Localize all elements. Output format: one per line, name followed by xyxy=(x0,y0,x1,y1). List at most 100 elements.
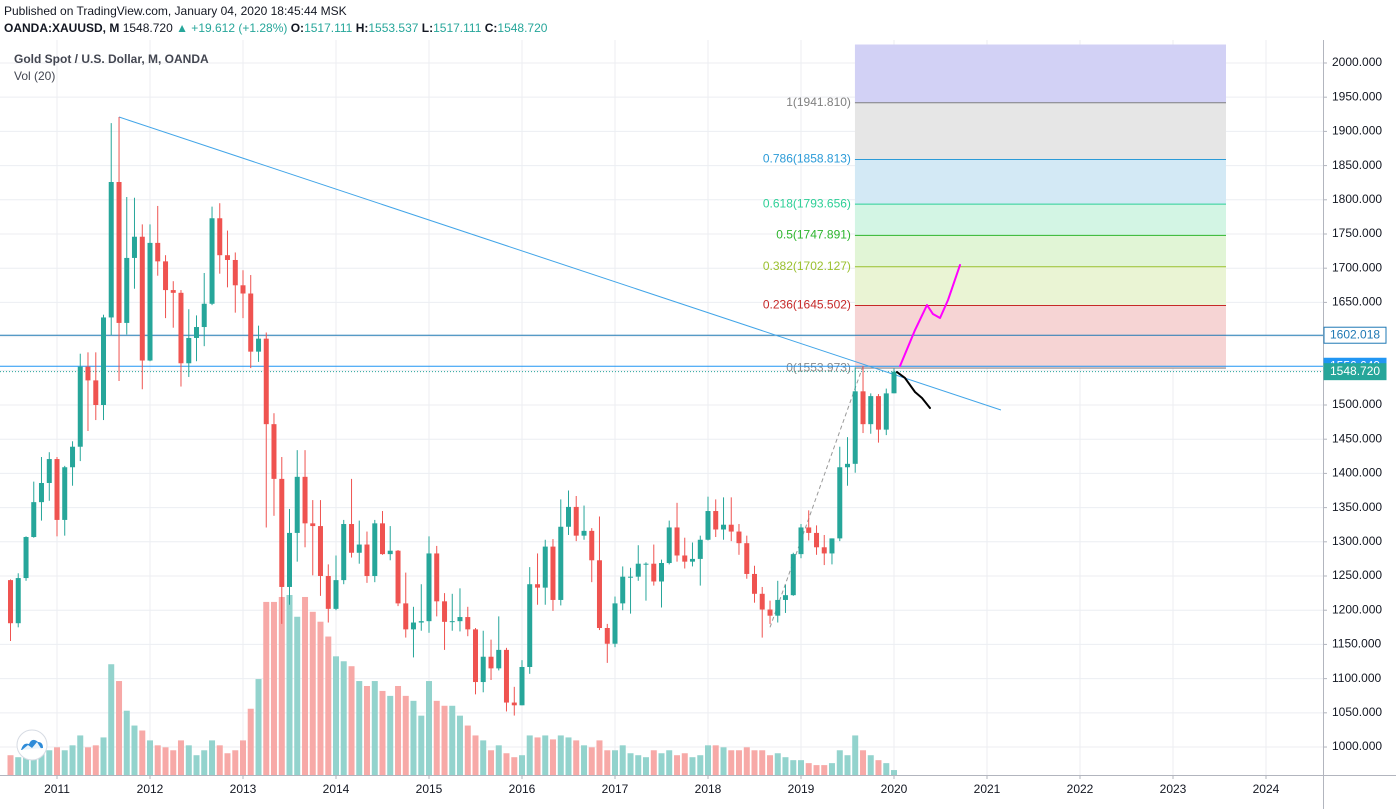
volume-bar xyxy=(844,755,851,775)
volume-bar xyxy=(263,601,270,775)
volume-bar xyxy=(7,755,14,775)
y-tick-label: 1650.000 xyxy=(1332,295,1382,309)
volume-bar xyxy=(596,740,603,775)
volume-bar xyxy=(635,755,642,775)
candle-body xyxy=(349,524,355,553)
volume-bar xyxy=(495,745,502,775)
volume-bar xyxy=(270,601,277,775)
candle-body xyxy=(837,467,843,539)
x-tick-label: 2011 xyxy=(44,782,70,796)
volume-bar xyxy=(302,596,309,775)
volume-bar xyxy=(805,763,812,775)
volume-bar xyxy=(54,747,61,775)
candles xyxy=(8,117,897,716)
fib-label: 0(1553.973) xyxy=(786,360,851,374)
volume-bar xyxy=(333,656,340,775)
fib-label: 0.382(1702.127) xyxy=(763,259,851,273)
y-tick-label: 1150.000 xyxy=(1332,637,1381,651)
volume-bar xyxy=(488,750,495,775)
candle-body xyxy=(465,617,471,630)
candle-body xyxy=(403,603,409,630)
l-value: 1517.111 xyxy=(433,21,482,35)
volume-bar xyxy=(147,740,154,775)
fib-label: 1(1941.810) xyxy=(786,95,851,109)
volume-bar xyxy=(797,760,804,775)
candle-body xyxy=(426,553,432,622)
volume-bar xyxy=(588,747,595,775)
volume-bar xyxy=(860,750,867,775)
volume-bar xyxy=(255,679,262,775)
volume-bar xyxy=(139,730,146,775)
volume-bar xyxy=(154,745,161,775)
volume-bar xyxy=(464,725,471,775)
volume-bar xyxy=(735,750,742,775)
brush-drawing xyxy=(899,263,962,368)
c-label: C: xyxy=(484,21,498,35)
fib-zone xyxy=(854,305,1227,369)
volume-bar xyxy=(185,745,192,775)
y-tick-label: 1750.000 xyxy=(1332,226,1382,240)
volume-bar xyxy=(658,753,665,775)
candle-body xyxy=(829,538,835,554)
candle-body xyxy=(666,527,672,564)
y-tick-label: 1000.000 xyxy=(1332,739,1382,753)
volume-bar xyxy=(23,753,30,775)
fib-label: 0.5(1747.891) xyxy=(776,228,851,242)
volume-bar xyxy=(363,685,370,775)
candle-body xyxy=(550,546,556,600)
candle-body xyxy=(139,236,145,361)
candle-body xyxy=(496,649,502,669)
volume-bar xyxy=(309,611,316,775)
x-tick-label: 2015 xyxy=(416,782,443,796)
drawings xyxy=(895,263,962,410)
candle-body xyxy=(620,576,626,604)
candle-body xyxy=(131,236,137,258)
volume-bar xyxy=(240,740,247,775)
o-value: 1517.111 xyxy=(304,21,353,35)
candle-body xyxy=(77,366,83,447)
candle-body xyxy=(232,259,238,286)
candle-body xyxy=(759,593,765,610)
volume-bar xyxy=(278,596,285,775)
y-tick-label: 1100.000 xyxy=(1332,671,1381,685)
volume-bar xyxy=(650,750,657,775)
candle-body xyxy=(643,563,649,565)
candle-body xyxy=(751,573,757,594)
candle-body xyxy=(31,502,37,538)
candle-body xyxy=(155,242,161,262)
candle-body xyxy=(697,539,703,559)
candle-body xyxy=(744,543,750,574)
candle-body xyxy=(209,218,215,304)
brush-drawing xyxy=(895,371,931,410)
candle-body xyxy=(224,255,230,260)
candle-body xyxy=(806,527,812,533)
candle-body xyxy=(194,327,200,338)
volume-bar xyxy=(348,666,355,775)
candle-body xyxy=(38,482,44,503)
candle-body xyxy=(46,459,52,483)
candle-body xyxy=(364,544,370,577)
volume-bar xyxy=(883,763,890,775)
volume-bar xyxy=(449,705,456,775)
y-tick-label: 1500.000 xyxy=(1332,397,1382,411)
fib-connector xyxy=(769,365,864,628)
volume-bar xyxy=(666,750,673,775)
fib-label: 0.236(1645.502) xyxy=(763,298,851,312)
candle-body xyxy=(782,595,788,600)
candle-body xyxy=(62,467,68,520)
candle-body xyxy=(201,303,207,328)
volume-bar xyxy=(790,760,797,775)
volume-bar xyxy=(418,715,425,775)
x-tick-label: 2022 xyxy=(1067,782,1094,796)
header: Published on TradingView.com, January 04… xyxy=(4,3,547,37)
candle-body xyxy=(705,511,711,540)
volume-bar xyxy=(704,745,711,775)
volume-bar xyxy=(526,735,533,775)
x-tick-label: 2012 xyxy=(137,782,164,796)
volume-bar xyxy=(697,755,704,775)
volume-bar xyxy=(836,750,843,775)
candle-body xyxy=(8,580,14,624)
candle-body xyxy=(263,338,269,425)
l-label: L: xyxy=(421,21,434,35)
candle-body xyxy=(310,523,316,527)
